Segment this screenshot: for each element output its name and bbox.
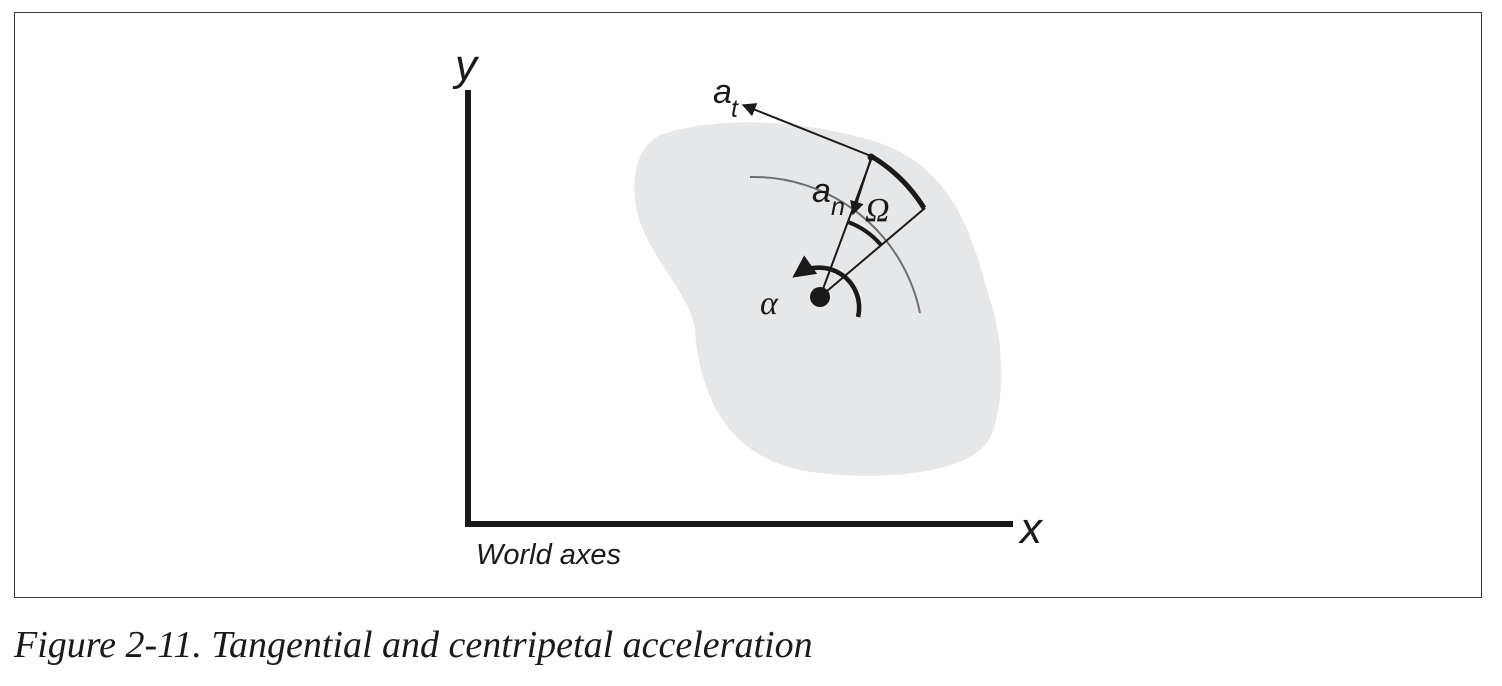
pivot-point (810, 287, 830, 307)
angular-acceleration-label: α (760, 285, 779, 322)
angular-velocity-label: Ω (865, 192, 890, 229)
x-axis-label: x (1018, 504, 1044, 553)
tangential-acceleration-arrow (741, 103, 872, 157)
world-axes-label: World axes (476, 539, 621, 571)
omega-angle-arc (847, 220, 883, 247)
angular-acceleration-arrow (792, 255, 862, 318)
figure-caption: Figure 2-11. Tangential and centripetal … (14, 624, 813, 666)
normal-acceleration-arrow (850, 157, 872, 216)
radius-line-2 (819, 207, 926, 298)
diagram: y x World axes a t a n Ω α (452, 41, 1044, 571)
normal-acceleration-subscript: n (831, 193, 845, 221)
tangential-acceleration-subscript: t (731, 95, 739, 123)
point-marker (867, 153, 875, 161)
normal-acceleration-label: a (812, 172, 831, 210)
tangential-acceleration-label: a (713, 73, 732, 111)
figure-frame (14, 12, 1482, 598)
y-axis-label: y (452, 41, 480, 90)
angle-arc-segment (869, 153, 927, 210)
